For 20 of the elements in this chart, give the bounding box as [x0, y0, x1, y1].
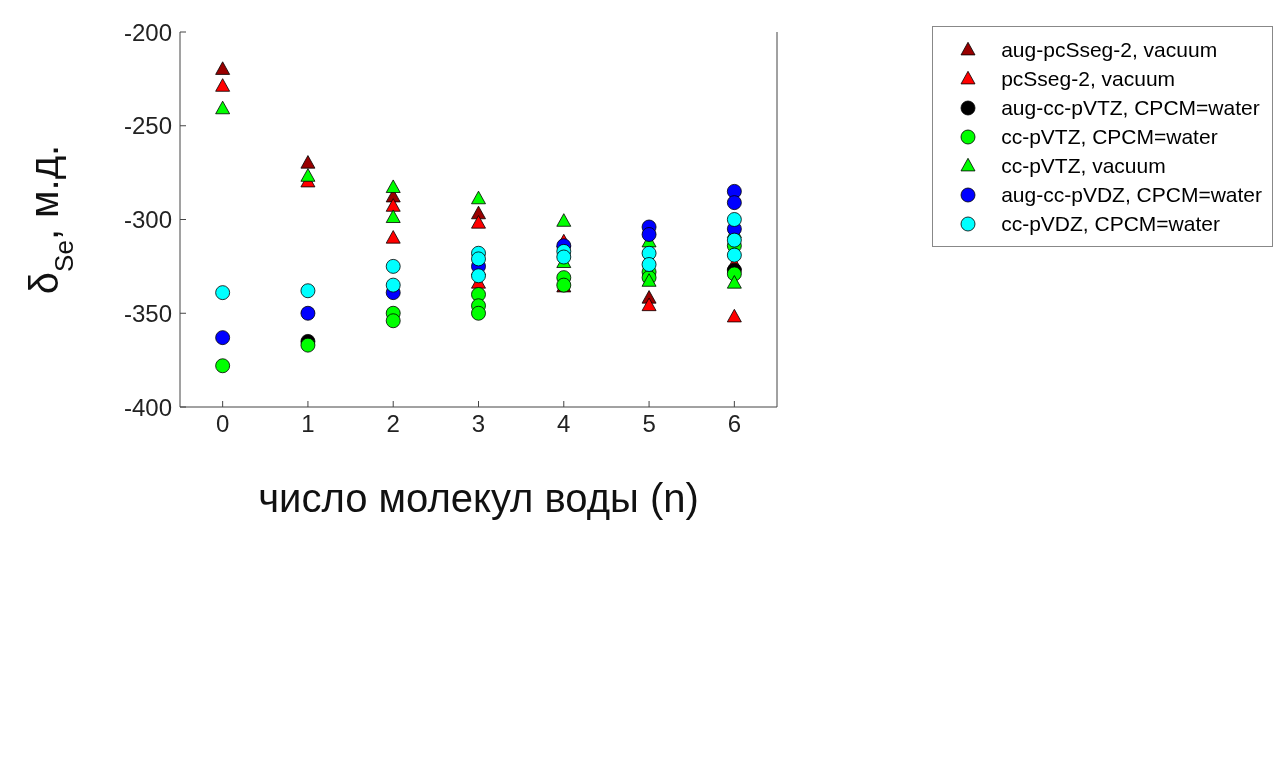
- y-tick-label: -300: [123, 206, 172, 234]
- x-tick-label: 2: [386, 410, 400, 438]
- legend-label: aug-pcSseg-2, vacuum: [1001, 37, 1218, 62]
- legend-label: cc-pVDZ, CPCM=water: [1001, 211, 1220, 236]
- legend-label: aug-cc-pVDZ, CPCM=water: [1001, 182, 1262, 207]
- x-tick-label: 4: [557, 410, 571, 438]
- x-axis-title: число молекул воды (n): [258, 476, 699, 520]
- y-tick-label: -350: [123, 299, 172, 327]
- x-tick-label: 1: [301, 410, 315, 438]
- legend-label: pcSseg-2, vacuum: [1001, 66, 1176, 91]
- y-tick-label: -250: [123, 112, 172, 140]
- x-tick-label: 3: [471, 410, 486, 438]
- legend-label: cc-pVTZ, vacuum: [1001, 153, 1166, 178]
- x-tick-label: 6: [727, 410, 742, 438]
- legend-label: aug-cc-pVTZ, CPCM=water: [1001, 95, 1260, 120]
- legend-label: cc-pVTZ, CPCM=water: [1001, 124, 1218, 149]
- x-tick-label: 5: [642, 410, 656, 438]
- y-tick-label: -200: [123, 18, 172, 46]
- x-tick-label: 0: [215, 410, 230, 438]
- y-tick-label: -400: [123, 393, 172, 421]
